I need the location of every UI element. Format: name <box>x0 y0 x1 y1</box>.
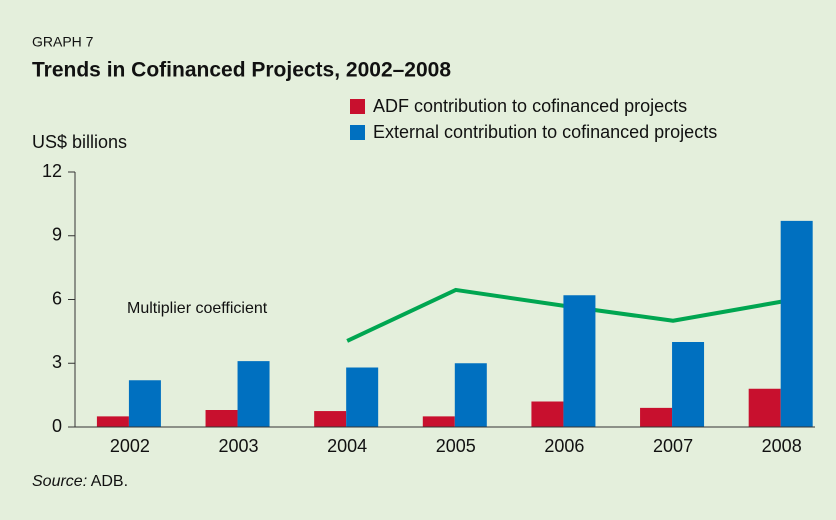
bar <box>531 401 564 427</box>
y-tick-label: 0 <box>52 416 62 436</box>
source: Source: ADB. <box>32 473 128 490</box>
bar <box>128 380 161 427</box>
x-tick-label: 2007 <box>653 436 693 456</box>
bar <box>346 367 379 427</box>
source-label: Source: <box>32 473 87 490</box>
bar <box>205 410 238 427</box>
y-tick-label: 6 <box>52 288 62 308</box>
bar <box>672 342 705 427</box>
legend-label: ADF contribution to cofinanced projects <box>373 96 687 116</box>
bar <box>314 411 347 427</box>
y-tick-label: 12 <box>42 161 62 181</box>
x-tick-label: 2006 <box>544 436 584 456</box>
y-tick-label: 9 <box>52 225 62 245</box>
bar <box>780 220 813 427</box>
x-tick-label: 2005 <box>436 436 476 456</box>
bar <box>237 361 270 427</box>
bar <box>422 416 455 427</box>
bar <box>640 407 673 427</box>
bar <box>748 388 781 427</box>
x-tick-label: 2008 <box>762 436 802 456</box>
chart-title: Trends in Cofinanced Projects, 2002–2008 <box>32 59 451 82</box>
legend-swatch <box>350 99 365 114</box>
x-tick-label: 2002 <box>110 436 150 456</box>
bar <box>563 295 596 427</box>
legend-label: External contribution to cofinanced proj… <box>373 122 717 142</box>
x-tick-label: 2004 <box>327 436 367 456</box>
x-tick-label: 2003 <box>219 436 259 456</box>
bar <box>96 416 129 427</box>
y-tick-label: 3 <box>52 352 62 372</box>
source-text: ADB. <box>91 473 128 490</box>
y-axis-label: US$ billions <box>32 132 127 152</box>
bar <box>454 363 487 427</box>
graph-label: GRAPH 7 <box>32 34 94 50</box>
line-label: Multiplier coefficient <box>127 300 268 317</box>
legend-swatch <box>350 125 365 140</box>
